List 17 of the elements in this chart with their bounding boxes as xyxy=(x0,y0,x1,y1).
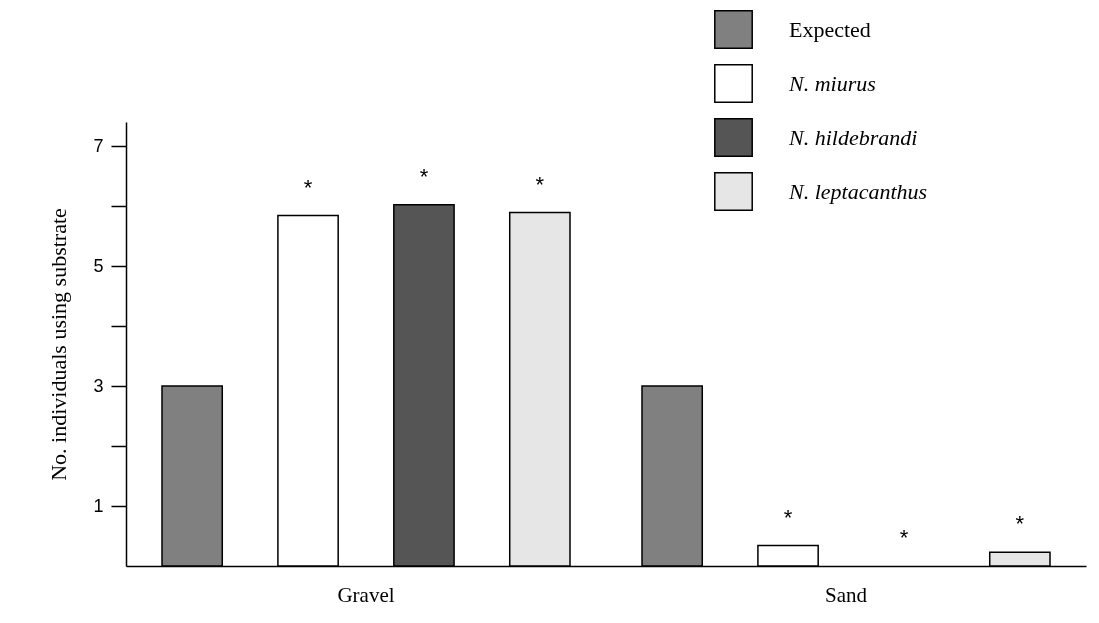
text: * xyxy=(899,525,909,550)
legend-label: N. miurus xyxy=(788,70,876,96)
x-tick-label: Sand xyxy=(825,582,868,607)
legend-label: N. leptacanthus xyxy=(788,178,928,204)
data-label: * xyxy=(535,171,545,197)
data-label: * xyxy=(783,504,793,530)
y-tick-label: 3 xyxy=(93,375,104,396)
data-label: * xyxy=(1015,511,1025,537)
legend-label: Expected xyxy=(789,16,871,42)
legend-label: N. hildebrandi xyxy=(788,124,918,150)
y-tick-label: 5 xyxy=(93,255,104,276)
data-label: * xyxy=(419,163,429,189)
y-axis-title: No. individuals using substrate xyxy=(46,208,72,481)
data-label: * xyxy=(303,174,313,200)
y-tick-label: 7 xyxy=(93,135,104,156)
x-tick-label: Gravel xyxy=(337,582,395,607)
y-tick-label: 1 xyxy=(93,495,104,516)
